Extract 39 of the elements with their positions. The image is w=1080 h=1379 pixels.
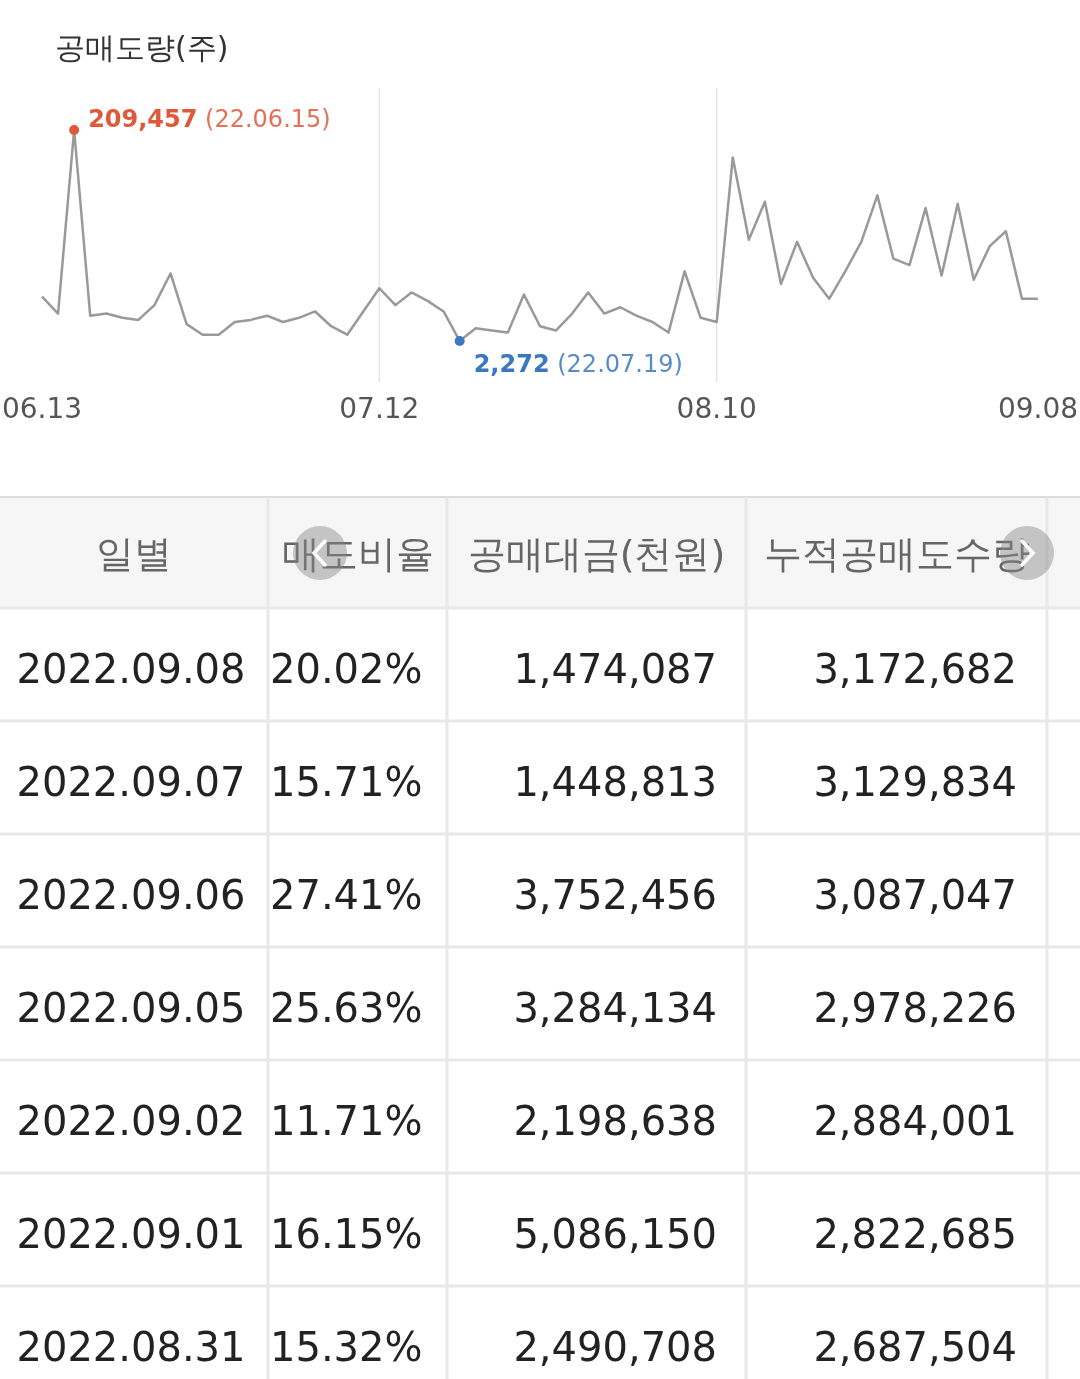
text: 2,198,638 xyxy=(513,1098,717,1144)
text: 15.71% xyxy=(270,759,423,805)
text: 2022.09.02 xyxy=(16,1098,246,1144)
x-tick-label: 08.10 xyxy=(676,392,757,425)
category-label: 공매대금(천원) xyxy=(467,532,726,576)
text: 2022.09.01 xyxy=(16,1211,246,1257)
text: 3,284,134 xyxy=(513,985,717,1031)
text: 3,172,682 xyxy=(813,646,1017,692)
text: 15.32% xyxy=(270,1324,423,1370)
text: 2022.09.05 xyxy=(16,985,246,1031)
text: 27.41% xyxy=(270,872,423,918)
text: 2022.08.31 xyxy=(16,1324,246,1370)
text: 2022.09.07 xyxy=(16,759,246,805)
text: 2,272 (22.07.19) xyxy=(473,350,683,378)
x-tick-label: 06.13 xyxy=(1,392,83,425)
text: 3,087,047 xyxy=(813,872,1017,918)
text: 2,978,226 xyxy=(813,985,1017,1031)
category-label: 매도비율 xyxy=(281,532,434,576)
text: 2,822,685 xyxy=(813,1211,1017,1257)
text: 16.15% xyxy=(270,1211,423,1257)
text: 5,086,150 xyxy=(513,1211,717,1257)
text: 3,752,456 xyxy=(513,872,717,918)
text: 2,490,708 xyxy=(513,1324,717,1370)
text: 25.63% xyxy=(270,985,423,1031)
text: 1,448,813 xyxy=(513,759,717,805)
text: 3,129,834 xyxy=(813,759,1017,805)
chart-title: 공매도량(주) xyxy=(55,30,229,65)
annotation: 209,457 (22.06.15) xyxy=(88,105,331,133)
text: 2,884,001 xyxy=(813,1098,1017,1144)
category-label: 일별 xyxy=(96,532,172,576)
text: 2,687,504 xyxy=(813,1324,1017,1370)
category-label: 누적공매도수량 xyxy=(763,532,1030,576)
text: 2022.09.06 xyxy=(16,872,246,918)
x-tick-label: 07.12 xyxy=(339,392,420,425)
text: 11.71% xyxy=(270,1098,423,1144)
text: 1,474,087 xyxy=(513,646,717,692)
text: 20.02% xyxy=(270,646,423,692)
x-tick-label: 09.08 xyxy=(997,392,1079,425)
text: 2022.09.08 xyxy=(16,646,246,692)
